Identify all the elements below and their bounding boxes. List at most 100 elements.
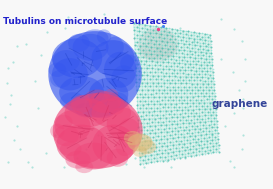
Point — [169, 109, 173, 112]
Point — [193, 137, 198, 140]
Point — [155, 99, 159, 102]
Ellipse shape — [50, 124, 64, 138]
Point — [205, 149, 210, 152]
Point — [183, 112, 188, 115]
Point — [152, 153, 156, 156]
Point — [168, 99, 173, 102]
Point — [142, 63, 146, 66]
Point — [167, 27, 171, 30]
Point — [194, 34, 199, 37]
Point — [211, 107, 215, 110]
Point — [208, 70, 212, 73]
Point — [183, 62, 187, 65]
Point — [160, 92, 164, 95]
Point — [177, 65, 182, 68]
Point — [190, 50, 194, 53]
Point — [173, 45, 178, 48]
Point — [186, 33, 191, 36]
Point — [167, 126, 171, 129]
Point — [196, 92, 200, 95]
Point — [208, 145, 212, 148]
Point — [165, 137, 169, 140]
Point — [138, 33, 142, 36]
Point — [205, 49, 210, 52]
Ellipse shape — [107, 97, 125, 115]
Point — [195, 41, 199, 44]
Point — [185, 49, 189, 52]
Point — [141, 99, 145, 102]
Point — [162, 30, 166, 33]
Point — [140, 26, 144, 29]
Point — [151, 24, 155, 27]
Ellipse shape — [107, 92, 128, 110]
Point — [184, 125, 188, 128]
Point — [175, 75, 180, 78]
Point — [201, 124, 205, 127]
Point — [215, 132, 220, 135]
Point — [171, 137, 175, 140]
Point — [198, 130, 203, 133]
Point — [206, 42, 210, 45]
Point — [191, 154, 196, 157]
Point — [199, 105, 204, 108]
Point — [204, 85, 208, 88]
Point — [172, 112, 176, 115]
Point — [194, 101, 198, 105]
Point — [212, 126, 216, 129]
Point — [199, 95, 203, 98]
Point — [154, 142, 158, 145]
Point — [192, 85, 197, 88]
Point — [198, 47, 203, 50]
Point — [156, 138, 161, 141]
Point — [165, 134, 169, 137]
Point — [183, 155, 187, 158]
Point — [75, 156, 79, 159]
Point — [207, 129, 211, 132]
Point — [209, 82, 213, 85]
Point — [202, 67, 207, 70]
Point — [189, 112, 193, 115]
Ellipse shape — [124, 131, 142, 145]
Point — [135, 33, 139, 36]
Ellipse shape — [107, 108, 139, 140]
Point — [184, 36, 188, 39]
Point — [174, 109, 179, 112]
Point — [203, 36, 207, 39]
Point — [138, 107, 143, 110]
Point — [170, 27, 174, 30]
Point — [161, 60, 165, 64]
Point — [198, 79, 202, 82]
Point — [205, 33, 209, 36]
Point — [186, 112, 190, 115]
Point — [136, 66, 141, 69]
Ellipse shape — [120, 54, 138, 73]
Point — [171, 99, 176, 102]
Point — [158, 120, 163, 123]
Point — [176, 136, 180, 139]
Point — [137, 155, 142, 158]
Point — [200, 66, 204, 69]
Point — [163, 95, 167, 98]
Point — [203, 73, 207, 76]
Point — [153, 28, 158, 31]
Point — [183, 72, 188, 75]
Point — [201, 45, 205, 48]
Point — [150, 132, 155, 135]
Point — [241, 107, 245, 110]
Point — [166, 102, 170, 105]
Point — [136, 74, 141, 77]
Point — [192, 118, 196, 121]
Point — [170, 133, 175, 136]
Point — [135, 29, 139, 32]
Ellipse shape — [54, 125, 79, 146]
Point — [194, 69, 198, 72]
Point — [135, 103, 140, 106]
Point — [206, 123, 211, 126]
Point — [6, 67, 10, 70]
Point — [199, 101, 204, 104]
Point — [147, 52, 151, 55]
Point — [185, 138, 189, 141]
Point — [143, 140, 147, 143]
Point — [173, 123, 177, 126]
Point — [136, 59, 140, 62]
